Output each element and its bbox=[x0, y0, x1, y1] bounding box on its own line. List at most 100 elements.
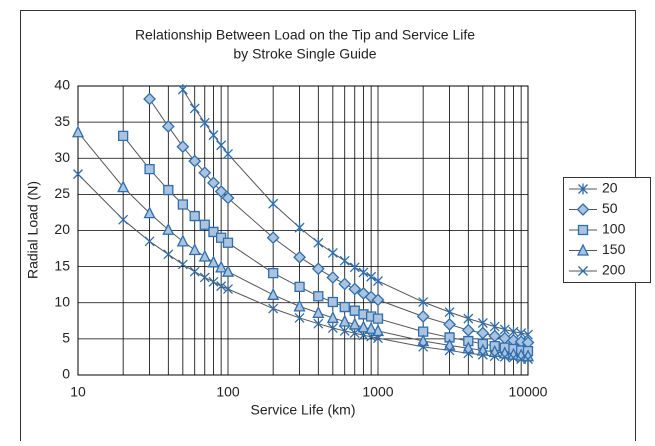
marker bbox=[418, 296, 429, 308]
legend-label: 150 bbox=[602, 241, 626, 257]
marker bbox=[293, 250, 306, 264]
marker bbox=[162, 222, 175, 235]
marker bbox=[349, 261, 360, 273]
marker bbox=[326, 310, 339, 324]
marker bbox=[373, 275, 383, 287]
legend-label: 20 bbox=[602, 180, 618, 196]
marker bbox=[372, 313, 384, 324]
marker bbox=[498, 331, 512, 345]
legend-label: 50 bbox=[602, 200, 618, 216]
marker bbox=[338, 277, 352, 291]
marker bbox=[349, 305, 360, 316]
marker bbox=[357, 286, 370, 300]
series-line bbox=[77, 131, 529, 357]
y-tick-label: 10 bbox=[54, 293, 70, 309]
marker bbox=[294, 281, 305, 293]
marker bbox=[313, 318, 324, 329]
y-tick-label: 40 bbox=[54, 77, 70, 93]
marker bbox=[223, 148, 233, 160]
marker bbox=[461, 323, 475, 337]
marker bbox=[176, 234, 189, 247]
y-tick-label: 5 bbox=[62, 330, 70, 346]
marker bbox=[463, 313, 474, 325]
series-line bbox=[182, 89, 529, 336]
marker bbox=[294, 312, 305, 323]
marker bbox=[476, 326, 490, 340]
marker bbox=[348, 317, 361, 330]
marker bbox=[216, 281, 227, 292]
y-tick-label: 25 bbox=[54, 185, 70, 201]
marker bbox=[366, 271, 377, 283]
marker bbox=[223, 284, 233, 294]
legend-label: 100 bbox=[602, 221, 626, 237]
marker bbox=[267, 287, 280, 300]
marker bbox=[488, 329, 502, 343]
marker bbox=[198, 249, 211, 262]
marker bbox=[189, 266, 200, 277]
marker bbox=[117, 180, 130, 193]
marker bbox=[188, 243, 201, 256]
marker bbox=[143, 206, 156, 219]
marker bbox=[349, 328, 360, 339]
x-tick-label: 1000 bbox=[362, 384, 393, 400]
marker bbox=[463, 335, 474, 347]
marker bbox=[144, 163, 155, 175]
chart-title: Relationship Between Load on the Tip and… bbox=[135, 27, 475, 43]
marker bbox=[327, 323, 338, 333]
chart-subtitle: by Stroke Single Guide bbox=[233, 46, 376, 62]
marker bbox=[358, 330, 369, 341]
marker bbox=[208, 129, 219, 141]
marker bbox=[326, 271, 340, 284]
marker bbox=[327, 247, 338, 259]
y-axis-label: Radial Load (N) bbox=[25, 181, 41, 279]
marker bbox=[198, 166, 212, 180]
y-tick-label: 35 bbox=[54, 113, 70, 129]
marker bbox=[71, 125, 85, 138]
marker bbox=[268, 198, 279, 210]
marker bbox=[199, 117, 210, 129]
marker bbox=[207, 255, 220, 268]
marker bbox=[313, 291, 324, 302]
marker bbox=[293, 299, 306, 312]
frame bbox=[20, 10, 636, 446]
marker bbox=[576, 203, 590, 216]
marker bbox=[312, 305, 325, 319]
marker bbox=[163, 184, 174, 196]
marker bbox=[214, 185, 228, 198]
marker bbox=[357, 320, 370, 333]
plot-area bbox=[77, 85, 529, 376]
marker bbox=[499, 351, 510, 362]
marker bbox=[268, 267, 279, 279]
marker bbox=[144, 236, 155, 247]
x-tick-label: 100 bbox=[216, 384, 240, 400]
marker bbox=[118, 214, 129, 225]
marker bbox=[161, 120, 175, 133]
marker bbox=[371, 293, 385, 307]
y-tick-label: 0 bbox=[62, 366, 70, 382]
marker bbox=[523, 354, 533, 365]
marker bbox=[463, 348, 474, 359]
legend-label: 200 bbox=[602, 262, 626, 278]
y-tick-label: 30 bbox=[54, 149, 70, 165]
marker bbox=[176, 140, 190, 154]
marker bbox=[338, 314, 351, 327]
marker bbox=[444, 345, 455, 356]
marker bbox=[416, 310, 430, 323]
marker bbox=[477, 317, 488, 329]
marker bbox=[365, 321, 378, 334]
marker bbox=[418, 326, 429, 337]
marker bbox=[266, 231, 280, 245]
marker bbox=[118, 130, 129, 142]
y-tick-label: 15 bbox=[54, 257, 70, 273]
marker bbox=[199, 219, 210, 230]
marker bbox=[73, 169, 83, 180]
x-tick-label: 10 bbox=[70, 384, 86, 400]
marker bbox=[417, 334, 430, 347]
marker bbox=[221, 191, 235, 205]
marker bbox=[143, 92, 156, 106]
marker bbox=[188, 154, 202, 168]
marker bbox=[163, 249, 174, 260]
marker bbox=[339, 255, 350, 267]
x-axis-label: Service Life (km) bbox=[250, 402, 355, 418]
marker bbox=[189, 102, 200, 114]
